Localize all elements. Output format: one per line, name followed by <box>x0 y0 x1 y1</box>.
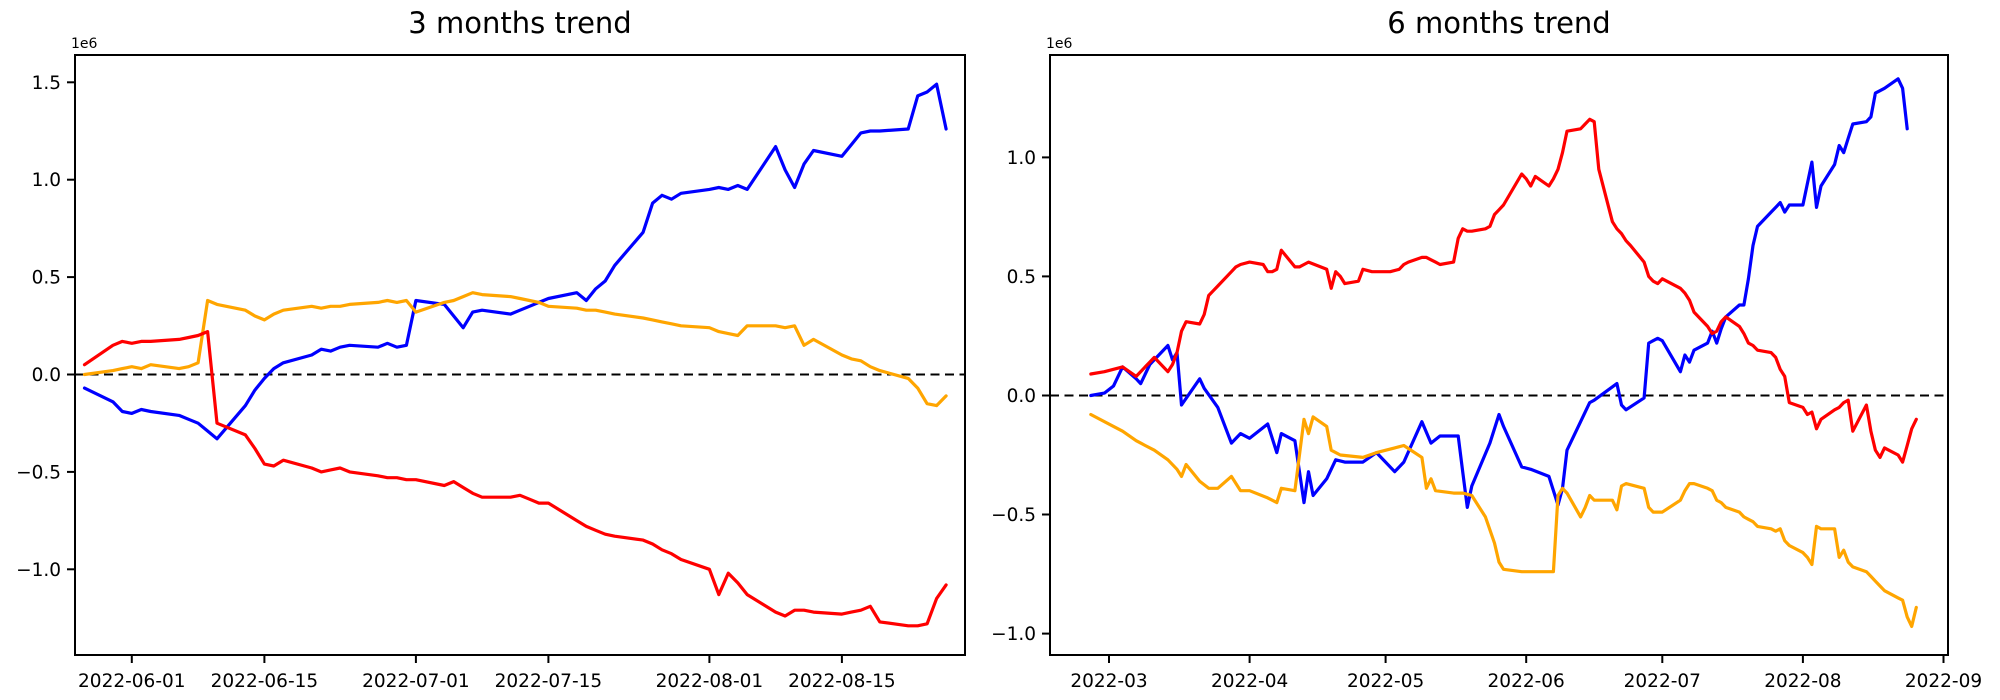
x-tick-label: 2022-06-15 <box>211 671 319 692</box>
y-tick-label: −1.0 <box>16 560 61 581</box>
y-tick-label: −1.0 <box>991 624 1036 645</box>
y-tick-label: 0.0 <box>1007 386 1036 407</box>
x-tick-label: 2022-08-01 <box>656 671 764 692</box>
chart-title-6-months: 6 months trend <box>1387 6 1611 40</box>
x-tick-label: 2022-08 <box>1764 671 1841 692</box>
chart-title-3-months: 3 months trend <box>408 6 632 40</box>
y-tick-label: −0.5 <box>991 505 1036 526</box>
plot-border <box>74 54 966 656</box>
series-red-line <box>1089 117 1918 464</box>
y-tick-label: 0.5 <box>32 268 61 289</box>
x-tick-label: 2022-08-15 <box>788 671 896 692</box>
series-blue-line <box>1089 77 1909 509</box>
x-tick-label: 2022-06 <box>1488 671 1565 692</box>
series-orange-line <box>1089 412 1918 629</box>
series-orange-line <box>82 291 948 408</box>
x-tick-label: 2022-07 <box>1624 671 1701 692</box>
x-tick-label: 2022-04 <box>1211 671 1288 692</box>
y-tick-label: 0.0 <box>32 365 61 386</box>
x-tick-label: 2022-03 <box>1070 671 1147 692</box>
x-tick-label: 2022-09 <box>1905 671 1982 692</box>
x-tick-label: 2022-05 <box>1347 671 1424 692</box>
y-tick-label: 1.0 <box>32 170 61 191</box>
x-tick-label: 2022-07-01 <box>362 671 470 692</box>
x-tick-label: 2022-07-15 <box>495 671 603 692</box>
y-tick-label: 0.5 <box>1007 267 1036 288</box>
y-tick-label: 1.0 <box>1007 148 1036 169</box>
x-tick-label: 2022-06-01 <box>78 671 186 692</box>
plot-border <box>1049 54 1949 656</box>
series-blue-line <box>82 82 948 441</box>
y-tick-label: −0.5 <box>16 462 61 483</box>
y-tick-label: 1.5 <box>32 73 61 94</box>
series-red-line <box>82 330 948 628</box>
